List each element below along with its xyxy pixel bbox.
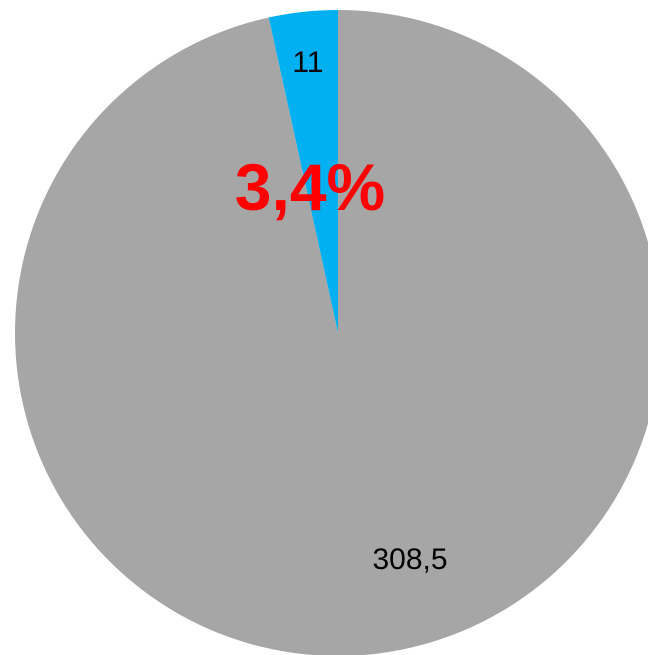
slice-label-308-5: 308,5: [372, 543, 447, 576]
slice-label-11: 11: [292, 46, 323, 79]
pie-slices: [15, 10, 648, 655]
percentage-annotation: 3,4%: [235, 150, 385, 224]
pie-slice-308-5: [15, 10, 648, 655]
pie-slice-11: [268, 10, 338, 333]
